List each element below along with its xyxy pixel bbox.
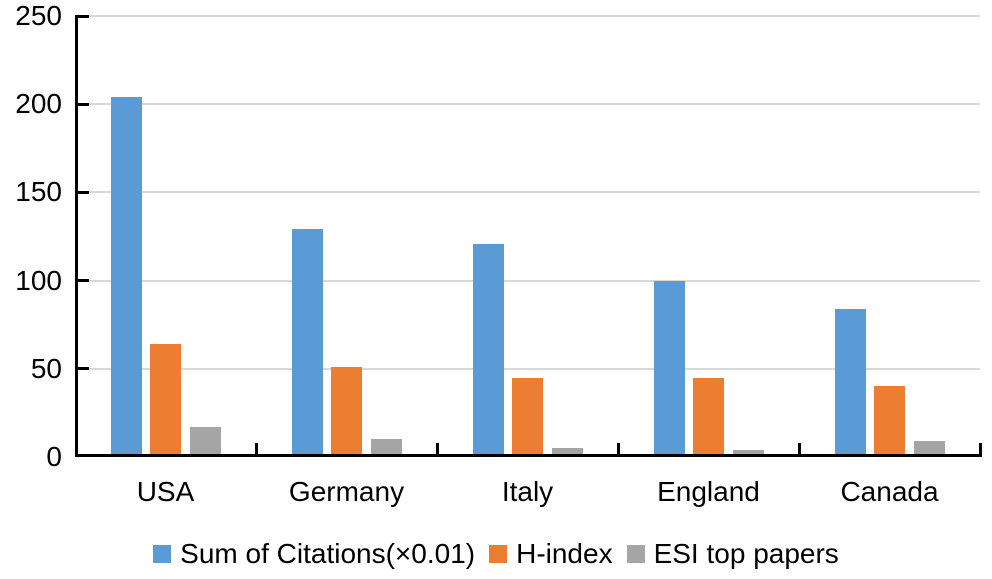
- x-tick-label-italy: Italy: [501, 476, 554, 507]
- bar-germany-esi-top-papers: [370, 439, 402, 457]
- y-tick-label-50: 50: [30, 352, 62, 384]
- bar-canada-esi-top-papers: [913, 441, 945, 457]
- x-axis-line: [75, 454, 980, 457]
- x-axis-tick-5: [978, 443, 982, 457]
- gridline-250: [75, 15, 980, 17]
- bar-usa-sum-of-citations-0-01: [110, 97, 142, 457]
- y-tick-label-100: 100: [15, 264, 62, 296]
- x-tick-label-germany: Germany: [288, 476, 405, 507]
- plot-area: [75, 14, 982, 457]
- legend-item-h-index: H-index: [489, 538, 613, 570]
- legend-marker-icon: [153, 545, 172, 563]
- y-axis-tick-100: [75, 279, 89, 283]
- gridline-50: [75, 367, 980, 370]
- legend-label: ESI top papers: [653, 538, 839, 569]
- bar-italy-esi-top-papers: [551, 448, 583, 457]
- gridline-100: [75, 279, 980, 282]
- bar-usa-h-index: [150, 344, 181, 457]
- x-tick-label-england: England: [657, 476, 760, 507]
- bar-usa-esi-top-papers: [189, 427, 221, 457]
- y-axis-tick-250: [75, 14, 89, 18]
- bar-italy-sum-of-citations-0-01: [472, 243, 504, 457]
- bar-germany-h-index: [331, 367, 362, 457]
- legend-label: H-index: [516, 538, 613, 569]
- legend: Sum of Citations(×0.01) H-index ESI top pa…: [0, 538, 992, 570]
- bar-canada-sum-of-citations-0-01: [834, 308, 866, 457]
- y-axis-tick-50: [75, 367, 89, 371]
- x-tick-label-canada: Canada: [840, 476, 939, 507]
- bar-england-h-index: [693, 377, 724, 457]
- x-axis-tick-3: [616, 443, 620, 457]
- y-axis-line: [75, 15, 78, 457]
- y-tick-label-0: 0: [46, 441, 62, 472]
- bar-italy-h-index: [512, 377, 543, 457]
- x-axis-tick-2: [435, 443, 439, 457]
- y-tick-label-250: 250: [15, 0, 62, 31]
- gridline-200: [75, 103, 980, 106]
- x-axis-tick-4: [797, 443, 801, 457]
- legend-item-sum-of-citations-0-01: Sum of Citations(×0.01): [153, 538, 475, 570]
- bar-germany-sum-of-citations-0-01: [291, 229, 323, 457]
- legend-marker-icon: [489, 545, 508, 563]
- y-tick-label-150: 150: [15, 176, 62, 208]
- bar-canada-h-index: [874, 386, 905, 457]
- gridline-150: [75, 191, 980, 194]
- y-axis-tick-200: [75, 102, 89, 106]
- y-axis-tick-150: [75, 190, 89, 194]
- x-axis-tick-1: [254, 443, 258, 457]
- legend-marker-icon: [626, 545, 645, 563]
- legend-item-esi-top-papers: ESI top papers: [626, 538, 839, 570]
- bar-england-sum-of-citations-0-01: [653, 280, 685, 457]
- legend-label: Sum of Citations(×0.01): [180, 538, 476, 569]
- bar-england-esi-top-papers: [732, 449, 764, 457]
- x-tick-label-usa: USA: [136, 476, 195, 507]
- y-tick-label-200: 200: [15, 88, 62, 120]
